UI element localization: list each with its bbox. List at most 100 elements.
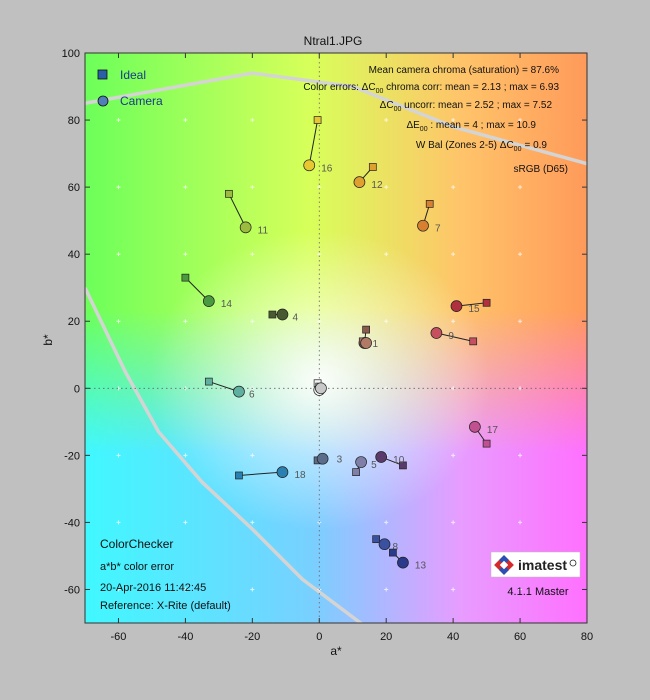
grid-point [250, 118, 255, 123]
patch-ideal-marker [372, 535, 381, 544]
grid-point [250, 185, 255, 190]
patch-5: 5 [352, 456, 377, 476]
grid-point [384, 252, 389, 257]
legend-camera-label: Camera [120, 94, 163, 108]
patch-camera-marker [315, 382, 327, 395]
y-tick-label: 40 [68, 249, 80, 261]
x-tick-label: -60 [111, 631, 127, 643]
gamut-line-1 [85, 71, 587, 166]
patch-number-label: 7 [435, 224, 441, 235]
patch-number-label: 10 [393, 455, 405, 466]
patch-17: 17 [469, 421, 499, 448]
patch-ideal-marker [362, 325, 370, 334]
patch-camera-marker [355, 456, 367, 468]
grid-point [183, 252, 188, 257]
grid-point [116, 453, 121, 458]
patch-6: 6 [204, 377, 255, 401]
grid-point [250, 252, 255, 257]
patch-camera-marker [450, 300, 463, 312]
grid-point [116, 185, 121, 190]
patch-12: 12 [353, 163, 383, 191]
patch-ideal-marker [204, 377, 213, 386]
patch-camera-marker [417, 219, 429, 232]
grid-point [384, 587, 389, 592]
info-error-type: a*b* color error [100, 561, 174, 573]
patch-camera-marker [303, 159, 316, 172]
patch-ideal-marker [389, 548, 397, 557]
stat-wbal: W Bal (Zones 2-5) ΔC00 = 0.9 [416, 140, 548, 153]
patch-error-line [308, 119, 319, 166]
grid-point [250, 587, 255, 592]
stat-uncorr: ΔC00 uncorr: mean = 2.52 ; max = 7.52 [380, 100, 553, 113]
patch-number-label: 15 [468, 304, 480, 315]
grid-point [518, 118, 523, 123]
stats-block: Mean camera chroma (saturation) = 87.6% … [303, 65, 568, 175]
patch-number-label: 8 [393, 542, 399, 553]
patch-error-line [436, 332, 474, 342]
grid-point [116, 319, 121, 324]
patch-15: 15 [450, 298, 491, 315]
grid-point [183, 185, 188, 190]
patch-number-label: 9 [448, 331, 454, 342]
grid-point [116, 520, 121, 525]
grid-point [250, 319, 255, 324]
grid-point [183, 520, 188, 525]
grid-point [250, 453, 255, 458]
x-axis-label: a* [330, 644, 342, 658]
imatest-logo: imatest [490, 551, 581, 578]
patch-13: 13 [389, 548, 427, 572]
patch-7: 7 [417, 200, 441, 235]
plot-frame [84, 52, 588, 624]
grid-point [183, 453, 188, 458]
patch-number-label: 5 [371, 460, 377, 471]
patch-14: 14 [181, 273, 233, 310]
patch-ideal-marker [469, 337, 478, 346]
patch-camera-marker [276, 466, 289, 478]
patch-18: 18 [235, 466, 306, 481]
grid-point [183, 587, 188, 592]
grid-point [451, 520, 456, 525]
patch-16: 16 [303, 116, 333, 174]
stat-chroma-corr: Color errors: ΔC00 chroma corr: mean = 2… [303, 82, 559, 95]
stat-gamut-label: sRGB (D65) [514, 164, 568, 175]
grid-point [451, 319, 456, 324]
y-tick-label: 100 [62, 48, 80, 60]
grid-point [451, 587, 456, 592]
patch-ideal-marker [352, 468, 360, 476]
x-tick-label: 0 [316, 631, 322, 643]
y-tick-label: -20 [64, 450, 80, 462]
gamut-line-2 [85, 286, 364, 623]
patch-4: 4 [268, 308, 298, 324]
patch-number-label: 14 [221, 299, 233, 310]
imatest-logo-text: imatest [518, 557, 567, 573]
y-axis-label: b* [41, 334, 55, 346]
grid-point [518, 520, 523, 525]
y-tick-label: -60 [64, 584, 80, 596]
y-tick-label: 20 [68, 316, 80, 328]
patch-camera-marker [276, 308, 289, 321]
info-version: 4.1.1 Master [507, 586, 568, 598]
x-tick-label: 80 [581, 631, 593, 643]
patch-ideal-marker [268, 310, 277, 319]
patch-camera-marker [239, 221, 252, 234]
grid-point [116, 587, 121, 592]
patch-error-line [238, 471, 283, 476]
patch-20: 20 [315, 382, 327, 395]
grid-point [451, 453, 456, 458]
grid-point [384, 319, 389, 324]
patch-ideal-marker [235, 471, 243, 480]
patch-ideal-marker [425, 200, 434, 208]
patch-number-label: 17 [487, 425, 499, 436]
patch-number-label: 4 [292, 313, 298, 324]
zero-axes [85, 53, 587, 623]
legend: Ideal Camera [97, 68, 163, 108]
patch-ideal-marker [225, 189, 233, 198]
grid-point [451, 252, 456, 257]
patch-number-label: 13 [415, 561, 427, 572]
patch-number-label: 6 [249, 390, 255, 401]
grid-point [116, 118, 121, 123]
patch-camera-marker [360, 337, 372, 349]
patch-number-label: 3 [337, 455, 343, 466]
patch-number-label: 12 [371, 180, 383, 191]
patch-ideal-marker [399, 461, 407, 470]
